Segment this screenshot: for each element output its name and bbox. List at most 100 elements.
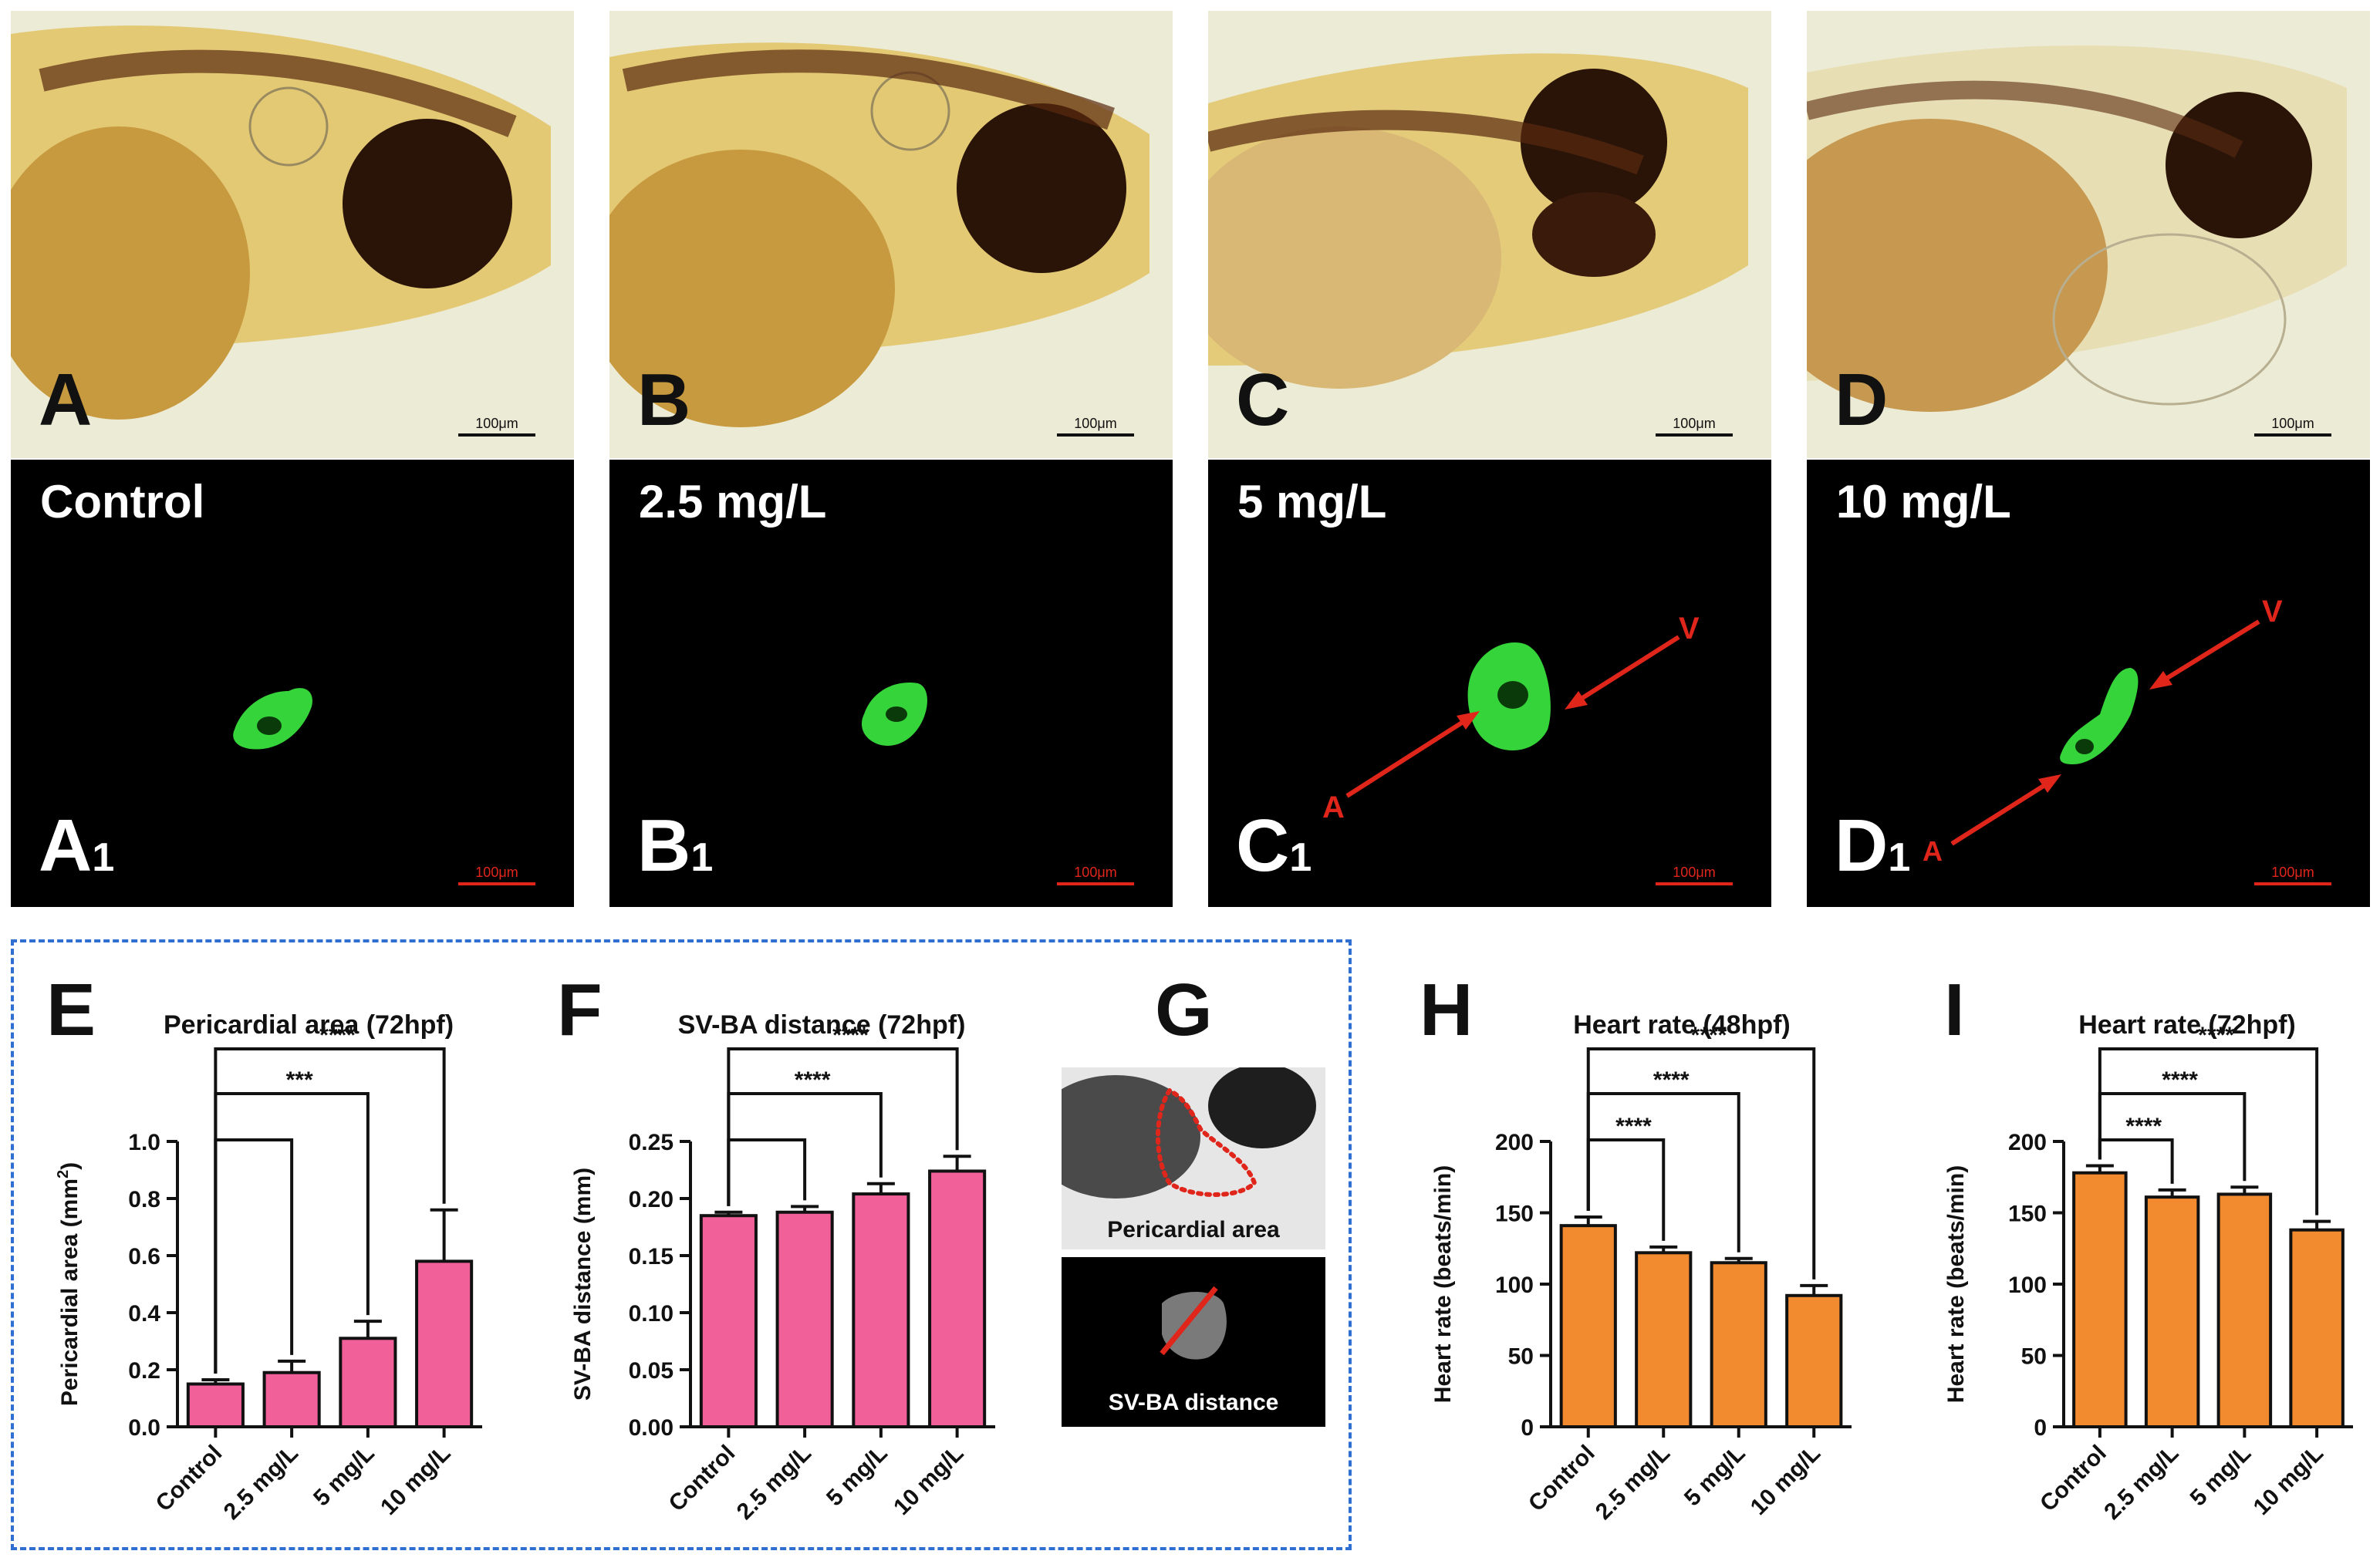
panel-letter-d1: D1	[1835, 804, 1911, 887]
larva-illustration	[609, 42, 1149, 427]
y-tick-label: 0.15	[629, 1244, 673, 1269]
chart-letter-h: H	[1420, 969, 1474, 1051]
panel-letter-a: A	[39, 359, 93, 441]
significance-label: ****	[2162, 1067, 2198, 1093]
scale-bar: 100μm	[2254, 865, 2331, 885]
chart-title: Pericardial area (72hpf)	[164, 1010, 454, 1040]
schematic-bottom-label: SV-BA distance	[1108, 1390, 1279, 1415]
significance-label: ****	[1615, 1114, 1652, 1139]
bar	[415, 1259, 474, 1428]
schematic-image	[1160, 1286, 1227, 1360]
y-axis-label: Pericardial area (mm2)	[55, 1162, 83, 1406]
significance-bracket	[2098, 1047, 2319, 1215]
x-tick-label: Control	[151, 1441, 228, 1517]
heart-fluorescence	[233, 688, 312, 750]
y-tick-label: 0.25	[629, 1130, 673, 1155]
x-tick-label: Control	[664, 1441, 741, 1517]
chart-letter-e: E	[46, 969, 96, 1051]
bar	[1635, 1251, 1693, 1428]
schematic-image	[1062, 1067, 1325, 1249]
significance-label: ****	[2198, 1023, 2234, 1048]
y-tick-label: 100	[1495, 1273, 1534, 1298]
y-tick-label: 50	[2021, 1344, 2047, 1370]
bar	[1710, 1261, 1767, 1428]
arrow-a	[1345, 715, 1472, 798]
y-tick-label: 50	[1508, 1344, 1534, 1370]
chart-svba-distance: SV-BA distance (72hpf) 0.00 0.05 0.10 0.15 0.…	[570, 1010, 995, 1525]
panel-a1-fluorescence: Control A1 100μm	[11, 460, 574, 907]
chart-letter-f: F	[557, 969, 603, 1051]
x-tick-label: 10 mg/L	[376, 1441, 456, 1521]
y-tick-label: 200	[2008, 1130, 2047, 1155]
bar	[339, 1337, 397, 1428]
y-axis-label: Heart rate (beats/min)	[1943, 1165, 1969, 1403]
significance-bracket	[214, 1047, 446, 1374]
panel-letter-c: C	[1236, 359, 1290, 441]
chart-letter-g: G	[1155, 969, 1213, 1051]
x-tick-label: 2.5 mg/L	[1591, 1441, 1675, 1525]
y-tick-label: 150	[2008, 1202, 2047, 1227]
chart-title: Heart rate (48hpf)	[1573, 1010, 1791, 1040]
panel-d1-fluorescence: 10 mg/L A V D1 100μm	[1807, 460, 2370, 907]
significance-label: ****	[795, 1067, 831, 1093]
panel-letter-d: D	[1835, 359, 1889, 441]
x-tick-label: 2.5 mg/L	[2099, 1441, 2183, 1525]
scale-bar: 100μm	[458, 416, 535, 437]
schematic-top-label: Pericardial area	[1107, 1217, 1280, 1242]
bar	[852, 1192, 910, 1428]
x-tick-label: 10 mg/L	[2249, 1441, 2329, 1521]
x-tick-label: Control	[1524, 1441, 1600, 1517]
arrow-v-label: V	[2262, 595, 2283, 629]
scale-bar: 100μm	[1656, 865, 1733, 885]
x-tick-label: 5 mg/L	[1680, 1441, 1750, 1512]
panel-letter-b1: B1	[637, 804, 714, 887]
bar	[2289, 1228, 2345, 1429]
y-tick-label: 0.8	[128, 1187, 160, 1212]
y-tick-label: 100	[2008, 1273, 2047, 1298]
y-tick-label: 0	[2034, 1415, 2047, 1441]
y-tick-label: 0.00	[629, 1415, 673, 1441]
y-tick-label: 150	[1495, 1202, 1534, 1227]
panel-a-brightfield: A 100μm	[11, 11, 574, 458]
significance-label: ****	[319, 1023, 356, 1048]
x-tick-label: 5 mg/L	[2186, 1441, 2257, 1512]
panel-letter-c1: C1	[1236, 804, 1312, 887]
arrow-a	[1950, 778, 2054, 846]
significance-label: ****	[832, 1023, 869, 1048]
bar	[699, 1214, 758, 1428]
y-tick-label: 0.20	[629, 1187, 673, 1212]
bar	[1785, 1293, 1843, 1428]
chart-title: Heart rate (72hpf)	[2078, 1010, 2296, 1040]
chart-heart-rate-72hpf: Heart rate (72hpf) 0 50 100 150 200 Heart rate…	[1943, 1010, 2353, 1525]
concentration-label: 10 mg/L	[1836, 476, 2011, 528]
significance-label: ****	[2125, 1114, 2162, 1139]
y-tick-label: 200	[1495, 1130, 1534, 1155]
schematic-svba-distance: SV-BA distance	[1062, 1257, 1325, 1427]
chart-title: SV-BA distance (72hpf)	[678, 1010, 966, 1040]
larva-illustration	[11, 25, 551, 420]
y-tick-label: 0.10	[629, 1301, 673, 1327]
y-tick-label: 0.6	[128, 1244, 160, 1269]
x-tick-label: 5 mg/L	[822, 1441, 893, 1512]
x-tick-label: 5 mg/L	[309, 1441, 380, 1512]
concentration-label: 5 mg/L	[1237, 476, 1387, 528]
chart-heart-rate-48hpf: Heart rate (48hpf) 0 50 100 150 200 Heart rate…	[1430, 1010, 1852, 1525]
panel-d-brightfield: D 100μm	[1807, 11, 2370, 458]
x-tick-label: 10 mg/L	[889, 1441, 969, 1521]
significance-bracket	[214, 1138, 294, 1374]
panel-letter-b: B	[637, 359, 691, 441]
scale-bar: 100μm	[1057, 416, 1134, 437]
concentration-label: Control	[40, 476, 205, 528]
arrow-v	[2157, 619, 2260, 686]
significance-bracket	[727, 1138, 807, 1206]
concentration-label: 2.5 mg/L	[639, 476, 827, 528]
larva-illustration	[1208, 53, 1748, 389]
arrow-a-label: A	[1322, 791, 1345, 824]
significance-label: ***	[286, 1067, 313, 1093]
y-axis-label: Heart rate (beats/min)	[1430, 1165, 1456, 1403]
scale-bar: 100μm	[1057, 865, 1134, 885]
y-tick-label: 0.2	[128, 1358, 160, 1384]
larva-illustration	[1807, 46, 2347, 412]
bar	[186, 1382, 245, 1428]
panel-c-brightfield: C 100μm	[1208, 11, 1771, 458]
